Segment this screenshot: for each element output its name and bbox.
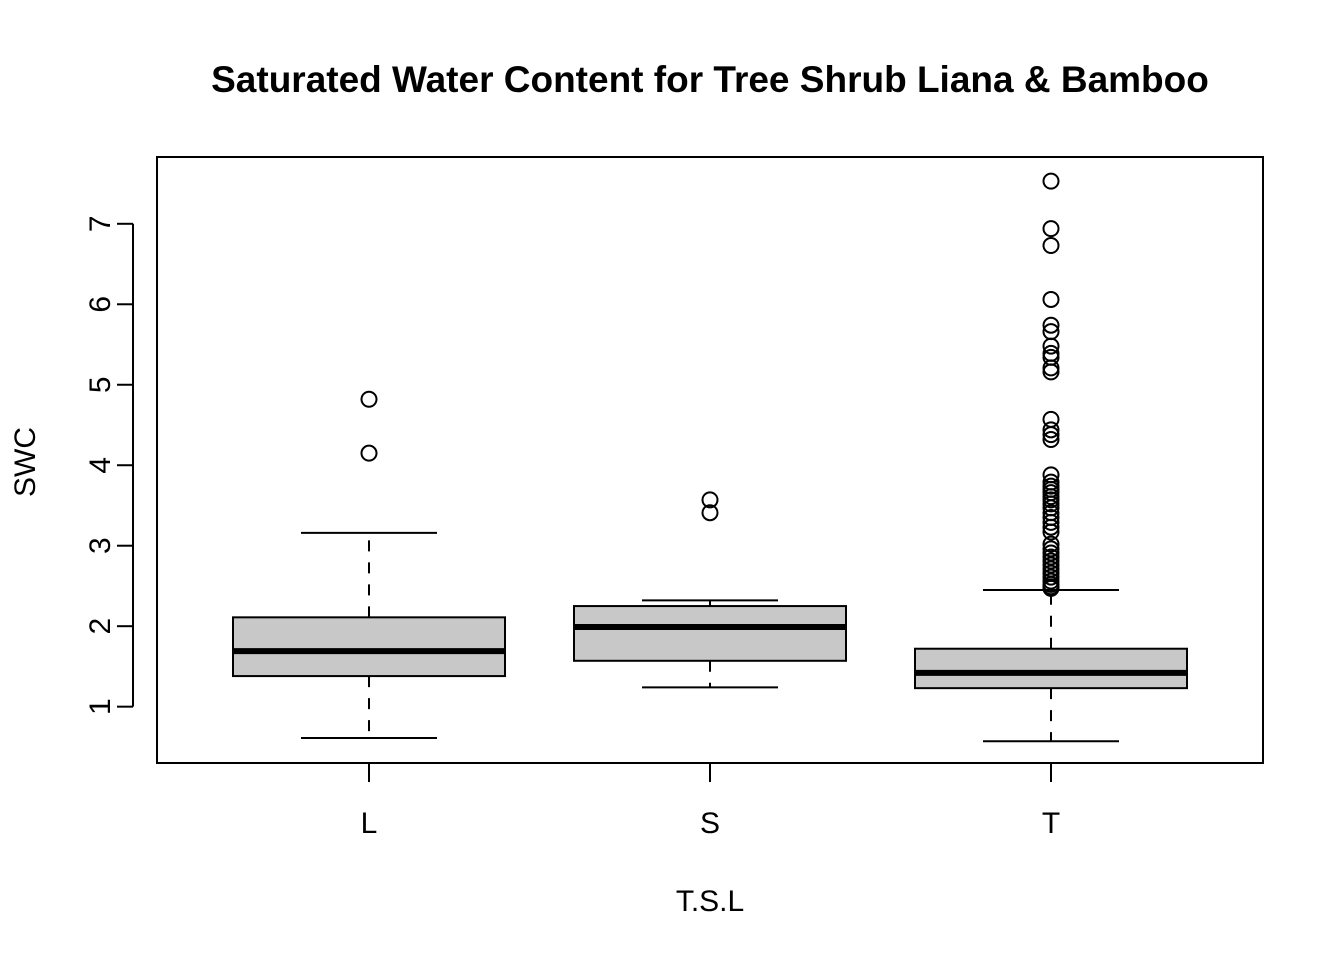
outlier-point <box>701 491 719 509</box>
outlier-point <box>1042 544 1060 562</box>
outlier-point <box>1042 513 1060 531</box>
outlier-point <box>360 444 378 462</box>
outlier-point <box>1042 363 1060 381</box>
outlier-point <box>1042 421 1060 439</box>
y-tick-label: 5 <box>84 376 117 393</box>
outlier-point <box>1042 535 1060 553</box>
outlier-point <box>1042 290 1060 308</box>
y-tick-label: 1 <box>84 698 117 715</box>
outlier-point <box>1042 568 1060 586</box>
outlier-point <box>1042 359 1060 377</box>
outlier-point <box>1042 491 1060 509</box>
outlier-point <box>1042 426 1060 444</box>
outlier-point <box>1042 316 1060 334</box>
outlier-point <box>1042 548 1060 566</box>
boxes <box>232 172 1188 743</box>
box-group-t <box>914 172 1188 743</box>
y-axis: 1 2 3 4 5 6 7 <box>84 215 134 715</box>
x-tick-label: S <box>700 807 720 840</box>
outlier-point <box>701 504 719 522</box>
box-group-l <box>232 390 506 740</box>
chart-title: Saturated Water Content for Tree Shrub L… <box>211 59 1209 100</box>
outlier-point <box>1042 337 1060 355</box>
outlier-point <box>1042 495 1060 513</box>
outlier-point <box>1042 237 1060 255</box>
outlier-point <box>1042 523 1060 541</box>
outlier-point <box>1042 518 1060 536</box>
x-tick-label: L <box>361 807 378 840</box>
outlier-point <box>1042 172 1060 190</box>
iqr-box <box>573 605 847 662</box>
outlier-point <box>1042 540 1060 558</box>
y-tick-label: 4 <box>84 457 117 474</box>
x-tick-label: T <box>1042 807 1060 840</box>
iqr-box <box>914 647 1188 690</box>
y-tick-label: 7 <box>84 215 117 232</box>
outlier-point <box>360 390 378 408</box>
iqr-box <box>232 616 506 678</box>
y-axis-label: SWC <box>9 427 42 497</box>
outlier-point <box>1042 552 1060 570</box>
outlier-point <box>1042 220 1060 238</box>
x-axis-label: T.S.L <box>676 885 744 918</box>
y-tick-label: 6 <box>84 296 117 313</box>
y-tick-label: 2 <box>84 618 117 635</box>
outlier-point <box>1042 556 1060 574</box>
outlier-point <box>1042 430 1060 448</box>
box-group-s <box>573 491 847 689</box>
y-tick-label: 3 <box>84 537 117 554</box>
outlier-point <box>1042 579 1060 597</box>
